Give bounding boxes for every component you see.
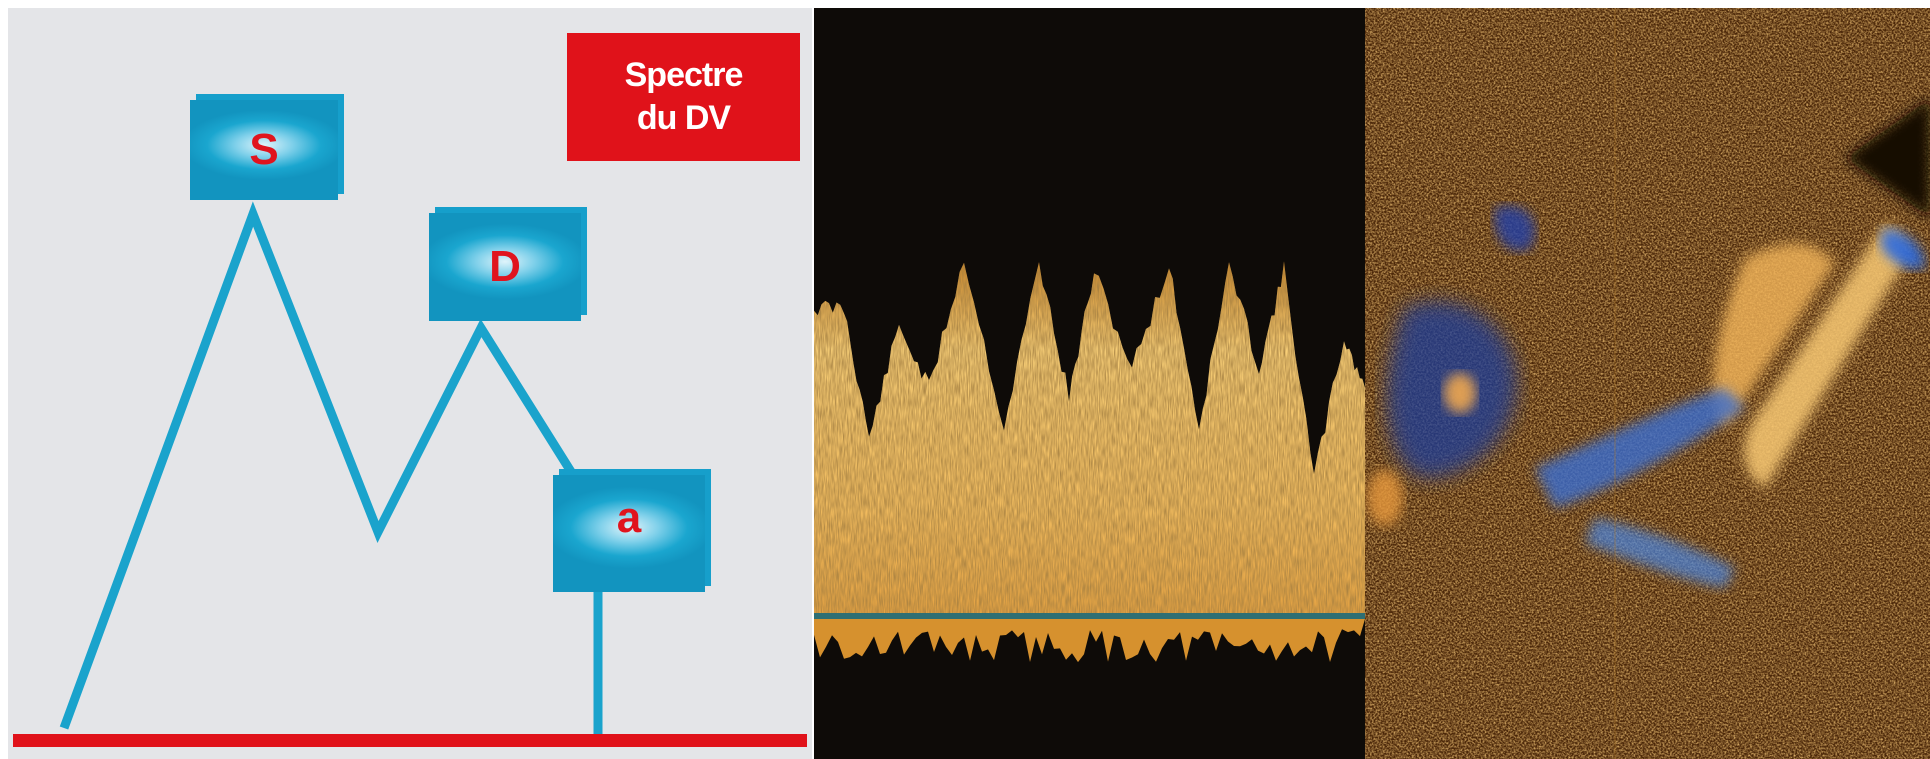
baseline — [13, 734, 807, 747]
color-doppler-image — [1365, 8, 1930, 759]
a-wave-label: a — [553, 475, 705, 592]
doppler-speckle — [814, 261, 1365, 613]
s-wave-label: S — [190, 100, 338, 200]
vessel-bright-band-1 — [1713, 243, 1835, 428]
echo-dark-corner — [1845, 98, 1930, 218]
title-line-2: du DV — [636, 99, 731, 137]
doppler-baseline — [814, 613, 1365, 619]
doppler-spectrum-image — [814, 8, 1365, 759]
blue-flow-region-2 — [1535, 388, 1745, 508]
waveform-line — [59, 201, 584, 730]
d-wave-label: D — [429, 213, 581, 321]
bright-spot-2 — [1367, 470, 1403, 526]
d-wave-text: D — [489, 242, 521, 291]
schematic-drawing — [13, 201, 807, 747]
doppler-reverse-flow — [814, 619, 1365, 663]
doppler-spectrum-drawing — [814, 261, 1365, 663]
title-box: Spectre du DV — [567, 33, 800, 161]
blue-flow-region-4 — [1880, 228, 1925, 269]
schematic-panel: S D a Spectre du DV — [8, 8, 812, 759]
bright-spot-1 — [1444, 373, 1476, 413]
a-wave-text: a — [616, 493, 642, 542]
title-line-1: Spectre — [624, 56, 744, 94]
vessel-bright-band-2 — [1744, 223, 1907, 488]
color-doppler-drawing — [1365, 8, 1930, 759]
blue-flow-region-5 — [1494, 205, 1536, 252]
s-wave-text: S — [249, 125, 279, 174]
blue-flow-region-3 — [1585, 518, 1735, 588]
